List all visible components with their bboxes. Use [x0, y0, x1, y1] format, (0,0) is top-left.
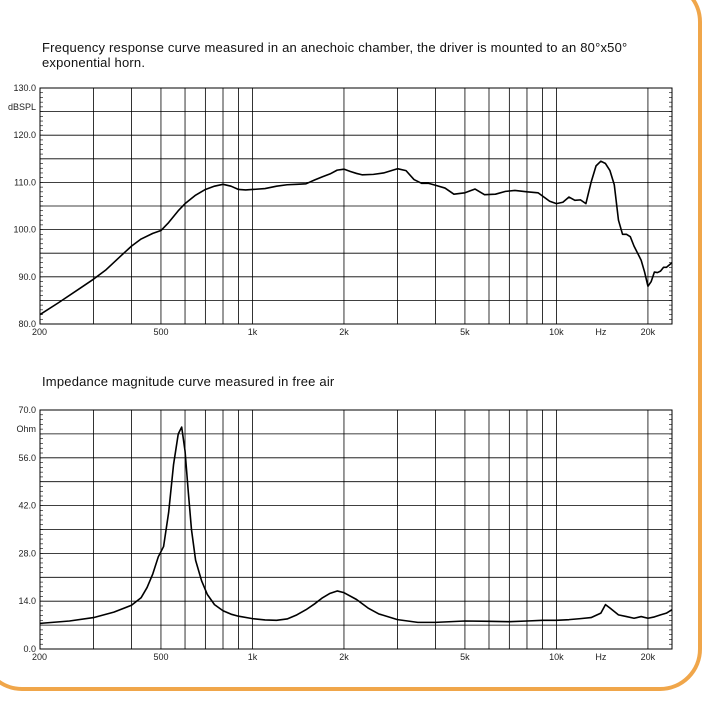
- frequency-response-chart: 130.0 120.0 110.0 100.0 90.0 80.0 dBSPL 200 500 1…: [8, 83, 673, 337]
- x-tick-label: 1k: [248, 652, 258, 662]
- y-unit-label: dBSPL: [8, 102, 36, 112]
- x-tick-label: 500: [153, 652, 168, 662]
- x-tick-label: 20k: [641, 327, 656, 337]
- y-tick-label: 80.0: [18, 319, 36, 329]
- y-tick-label: 14.0: [18, 596, 36, 606]
- y-tick-label: 42.0: [18, 501, 36, 511]
- impedance-chart: 70.0 56.0 42.0 28.0 14.0 0.0 Ohm 200 500 1k 2k 5k 10…: [16, 405, 673, 662]
- x-tick-label: 20k: [641, 652, 656, 662]
- x-tick-label: 5k: [460, 652, 470, 662]
- x-tick-label: 200: [32, 327, 47, 337]
- x-tick-label: 2k: [339, 327, 349, 337]
- y-tick-label: 100.0: [13, 225, 36, 235]
- x-tick-label: 500: [153, 327, 168, 337]
- x-tick-label: 10k: [549, 652, 564, 662]
- impedance-caption: Impedance magnitude curve measured in fr…: [42, 374, 335, 389]
- y-tick-label: 28.0: [18, 548, 36, 558]
- y-tick-label: 130.0: [13, 83, 36, 93]
- y-tick-label: 0.0: [23, 644, 36, 654]
- y-tick-label: 90.0: [18, 272, 36, 282]
- orange-frame: [0, 0, 702, 691]
- y-tick-label: 70.0: [18, 405, 36, 415]
- series-line: [39, 426, 673, 625]
- y-tick-label: 120.0: [13, 130, 36, 140]
- series-line: [39, 160, 673, 316]
- x-tick-label: 2k: [339, 652, 349, 662]
- frequency-response-caption: Frequency response curve measured in an …: [42, 40, 628, 70]
- x-unit-label: Hz: [595, 652, 606, 662]
- x-tick-label: 10k: [549, 327, 564, 337]
- y-unit-label: Ohm: [16, 424, 36, 434]
- y-tick-label: 56.0: [18, 453, 36, 463]
- y-tick-label: 110.0: [14, 177, 36, 187]
- x-tick-label: 5k: [460, 327, 470, 337]
- x-tick-label: 1k: [248, 327, 258, 337]
- x-unit-label: Hz: [595, 327, 606, 337]
- x-tick-label: 200: [32, 652, 47, 662]
